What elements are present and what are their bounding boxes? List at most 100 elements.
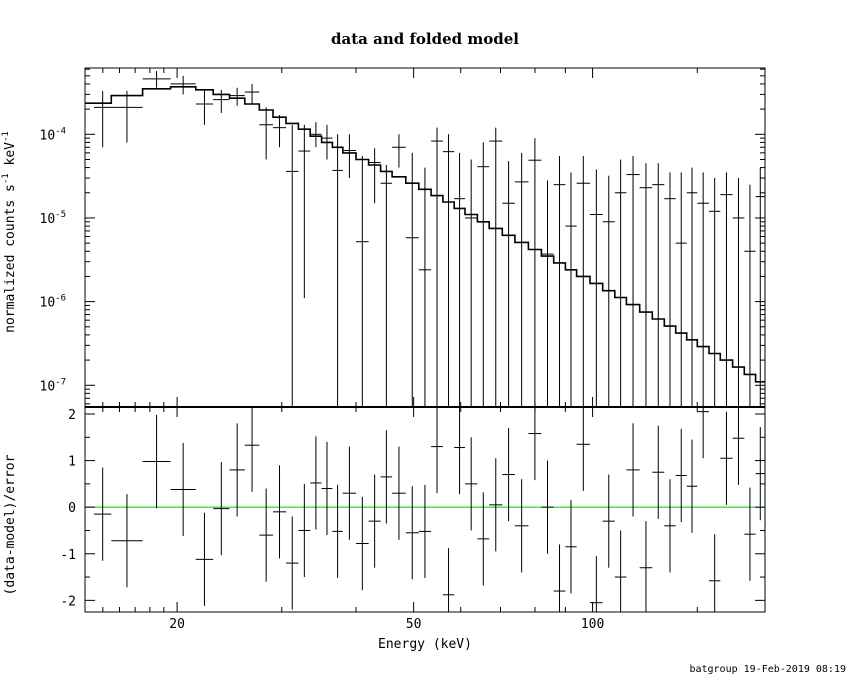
- data-point: [368, 148, 381, 204]
- x-tick-labels: 20 50 100: [169, 617, 604, 632]
- residual-point: [405, 486, 419, 580]
- x-tick-label: 50: [406, 617, 422, 632]
- tick-exponent: -6: [55, 294, 66, 304]
- tick-base: 10: [40, 296, 56, 311]
- data-point: [392, 134, 406, 168]
- tick-exponent: -7: [55, 377, 66, 387]
- data-point: [664, 172, 676, 407]
- data-point: [111, 90, 143, 143]
- residual-point: [342, 446, 357, 540]
- data-point: [626, 156, 640, 407]
- data-point: [142, 71, 171, 88]
- data-point: [720, 172, 733, 407]
- data-point: [380, 164, 393, 407]
- x-tick-label: 100: [581, 617, 604, 632]
- residual-point: [454, 407, 465, 495]
- data-point: [332, 134, 343, 407]
- residual-point: [514, 479, 529, 573]
- data-point: [229, 87, 245, 106]
- data-point: [576, 156, 590, 407]
- residual-y-tick-label: -2: [60, 594, 76, 609]
- data-point: [589, 169, 603, 407]
- residual-point: [528, 407, 542, 481]
- data-point: [342, 134, 357, 179]
- residual-point: [464, 437, 478, 531]
- residual-point: [111, 494, 143, 588]
- data-point: [431, 127, 443, 407]
- data-point: [755, 167, 765, 407]
- residual-y-tick-label: 1: [68, 455, 76, 470]
- spectrum-y-tick-label: 10-5: [40, 210, 67, 227]
- residual-point: [565, 500, 577, 594]
- residual-point: [576, 407, 590, 491]
- residual-point: [442, 548, 455, 612]
- data-point: [697, 172, 710, 407]
- data-point: [639, 163, 653, 407]
- residual-point: [553, 544, 566, 612]
- data-point: [170, 75, 196, 95]
- data-point: [732, 178, 745, 407]
- residual-y-tick-label: 2: [68, 408, 76, 423]
- data-point: [489, 127, 503, 407]
- tick-base: 10: [40, 379, 56, 394]
- data-point: [213, 89, 230, 113]
- residual-point: [213, 461, 230, 556]
- residual-point: [541, 460, 554, 554]
- x-axis-label: Energy (keV): [378, 637, 472, 652]
- data-point: [298, 124, 311, 299]
- residual-point: [502, 427, 515, 522]
- data-point: [273, 115, 287, 148]
- data-point: [418, 167, 432, 407]
- residual-point: [392, 446, 406, 540]
- residual-point: [477, 492, 490, 586]
- data-point: [464, 159, 478, 407]
- residual-point: [489, 458, 503, 552]
- data-point: [310, 122, 322, 148]
- residual-point: [626, 423, 640, 517]
- residual-point: [720, 411, 733, 505]
- data-point: [405, 152, 419, 407]
- tick-base: 10: [40, 128, 56, 143]
- tick-exponent: -4: [55, 126, 66, 136]
- residual-point: [431, 407, 443, 494]
- chart-title: data and folded model: [331, 30, 519, 48]
- spectrum-y-tick-labels: 10-410-510-610-7: [40, 126, 67, 394]
- residual-point: [321, 441, 333, 536]
- residual-point: [664, 479, 676, 573]
- residual-point: [142, 414, 171, 509]
- residual-point: [744, 487, 756, 581]
- data-point: [195, 89, 214, 125]
- data-point: [514, 152, 529, 407]
- data-point: [602, 175, 615, 407]
- residual-axis-ticks: [85, 407, 765, 612]
- residual-point: [675, 428, 687, 523]
- footer-stamp: batgroup 19-Feb-2019 08:19: [689, 664, 846, 675]
- data-point: [709, 178, 721, 407]
- data-point: [502, 160, 515, 407]
- data-point: [553, 156, 566, 407]
- residual-y-axis-label: (data-model)/error: [3, 454, 18, 595]
- spectrum-y-tick-label: 10-7: [40, 377, 67, 394]
- data-point: [541, 180, 554, 407]
- residual-point: [686, 439, 698, 533]
- data-point: [614, 159, 627, 407]
- residual-point: [195, 512, 214, 606]
- data-point: [454, 152, 465, 407]
- data-point: [477, 142, 490, 407]
- residual-y-tick-label: -1: [60, 548, 76, 563]
- data-point: [675, 172, 687, 407]
- residual-point: [755, 427, 765, 521]
- data-point: [259, 107, 274, 160]
- data-point: [356, 156, 369, 407]
- data-points: [94, 71, 765, 407]
- spectrum-y-tick-label: 10-6: [40, 294, 67, 311]
- data-point: [244, 83, 260, 105]
- data-point: [528, 138, 542, 407]
- residual-point: [356, 496, 369, 591]
- data-point: [442, 134, 455, 407]
- residual-point: [298, 483, 311, 578]
- residual-point: [259, 488, 274, 582]
- data-point: [286, 124, 299, 407]
- residual-point: [418, 484, 432, 578]
